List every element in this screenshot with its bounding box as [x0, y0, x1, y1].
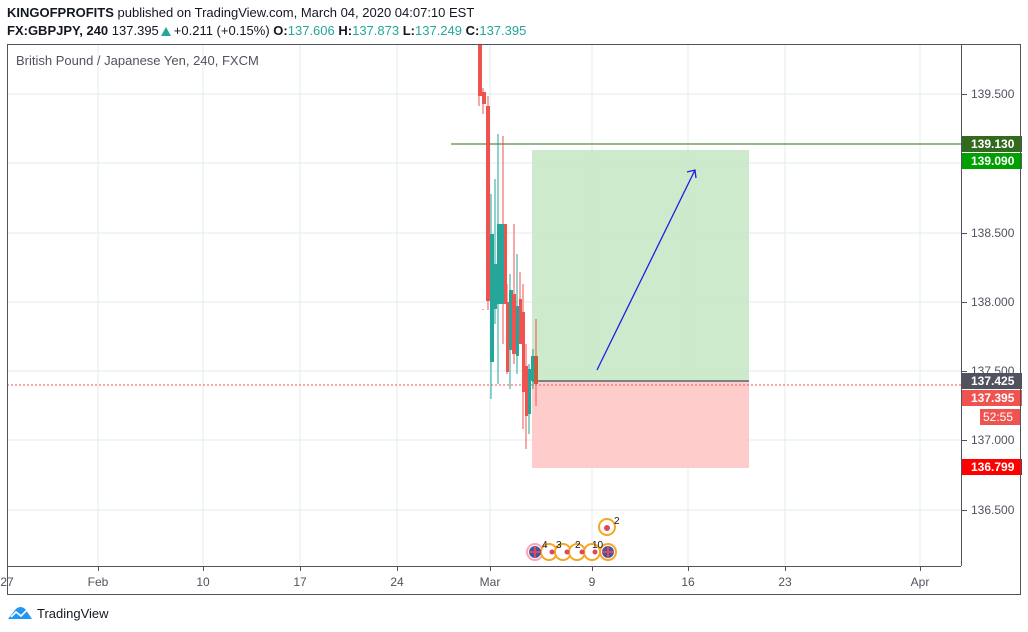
publish-line: KINGOFPROFITS published on TradingView.c…	[7, 4, 526, 22]
entry-price-label: 137.425	[962, 373, 1022, 389]
last-price: 137.395	[111, 23, 159, 38]
target-line-price-label: 139.130	[962, 136, 1022, 152]
low-label: L:	[402, 23, 415, 38]
time-tick: 10	[196, 575, 210, 589]
profit-zone	[532, 150, 749, 381]
event-count-1[interactable]: 4	[542, 540, 548, 551]
time-tick: 17	[293, 575, 307, 589]
loss-zone	[532, 381, 749, 468]
cloud-logo-icon	[8, 607, 32, 619]
chart-canvas	[7, 44, 961, 566]
low-value: 137.249	[415, 23, 462, 38]
high-value: 137.873	[352, 23, 400, 38]
time-tick: 9	[588, 575, 596, 589]
price-change: +0.211 (+0.15%)	[173, 23, 270, 38]
close-label: C:	[465, 23, 480, 38]
close-value: 137.395	[479, 23, 527, 38]
ohlc-line: FX:GBPJPY, 240 137.395 +0.211 (+0.15%) O:…	[7, 22, 526, 40]
event-count-5[interactable]: 2	[614, 516, 620, 527]
chart-pane[interactable]: British Pound / Japanese Yen, 240, FXCM …	[7, 44, 961, 566]
published-text: published on TradingView.com, March 04, …	[117, 5, 475, 20]
symbol-label: FX:GBPJPY, 240	[7, 23, 109, 38]
time-tick: Mar	[479, 575, 501, 589]
event-count-2[interactable]: 3	[556, 540, 562, 551]
horizontal-gridlines	[7, 93, 961, 511]
event-markers	[526, 518, 617, 561]
event-count-4[interactable]: 10	[592, 540, 604, 551]
last-price-label: 137.395	[962, 390, 1022, 406]
time-tick: 24	[390, 575, 404, 589]
tradingview-logo[interactable]: TradingView	[7, 605, 109, 621]
high-label: H:	[338, 23, 353, 38]
logo-text: TradingView	[37, 605, 109, 621]
stop-loss-price-label: 136.799	[962, 459, 1022, 475]
author-name[interactable]: KINGOFPROFITS	[7, 5, 114, 20]
chart-header: KINGOFPROFITS published on TradingView.c…	[7, 4, 526, 40]
time-tick: 23	[778, 575, 792, 589]
bar-countdown-label: 52:55	[980, 409, 1020, 425]
chart-frame	[7, 44, 1021, 595]
time-tick: Feb	[87, 575, 109, 589]
time-tick: 16	[681, 575, 695, 589]
chart-title: British Pound / Japanese Yen, 240, FXCM	[16, 53, 259, 68]
event-count-3[interactable]: 2	[575, 540, 581, 551]
price-axis[interactable]: 139.500 138.500 138.000 137.500 137.000 …	[961, 44, 1022, 566]
take-profit-price-label: 139.090	[962, 153, 1022, 169]
candlesticks	[478, 44, 538, 449]
up-triangle-icon	[160, 27, 171, 36]
open-label: O:	[273, 23, 288, 38]
open-value: 137.606	[287, 23, 335, 38]
time-tick: Apr	[910, 575, 930, 589]
projection-arrow	[596, 169, 697, 371]
